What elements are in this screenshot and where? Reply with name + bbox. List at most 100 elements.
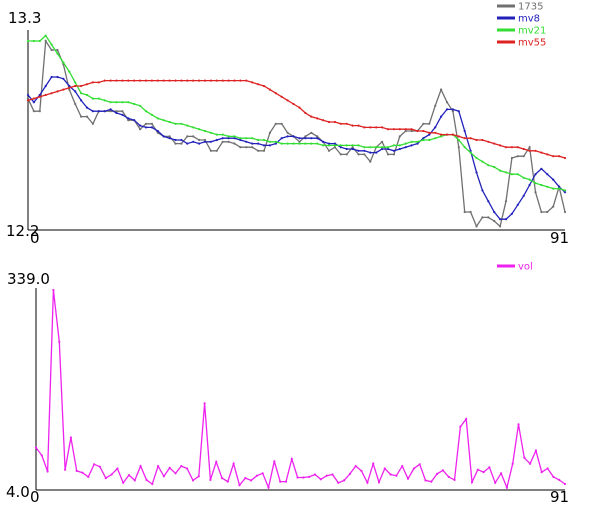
data-point	[366, 481, 369, 484]
data-point	[459, 425, 462, 428]
data-point	[144, 122, 148, 125]
data-point	[133, 79, 136, 82]
data-point	[32, 97, 36, 100]
data-point	[381, 147, 384, 151]
data-point	[546, 173, 549, 176]
data-point	[56, 90, 59, 93]
data-point	[221, 79, 224, 82]
data-point	[32, 110, 36, 113]
data-point	[115, 101, 118, 104]
data-point	[85, 93, 89, 97]
data-point	[357, 144, 360, 147]
data-point	[93, 463, 96, 466]
data-point	[504, 146, 508, 149]
data-point	[81, 471, 84, 474]
data-point	[62, 61, 65, 64]
data-point	[322, 119, 325, 122]
data-point	[540, 471, 543, 474]
data-point	[192, 140, 195, 143]
data-point	[58, 340, 61, 343]
data-point	[198, 142, 201, 145]
data-point	[198, 79, 201, 82]
data-point	[174, 79, 177, 82]
data-point	[322, 140, 325, 143]
data-point	[150, 122, 153, 125]
data-point	[563, 482, 567, 486]
data-point	[372, 462, 375, 465]
data-point	[262, 149, 266, 152]
data-point	[523, 456, 526, 459]
data-point	[428, 138, 431, 142]
data-point	[481, 138, 484, 142]
data-point	[325, 474, 328, 477]
data-point	[558, 478, 561, 481]
data-point	[127, 474, 131, 477]
data-point	[80, 92, 83, 95]
data-point	[546, 210, 549, 214]
data-point	[261, 472, 264, 475]
data-point	[386, 147, 390, 151]
data-point	[97, 110, 100, 113]
data-point	[280, 142, 283, 145]
data-point	[322, 144, 325, 147]
data-point	[412, 467, 415, 470]
data-point	[510, 173, 513, 176]
data-point	[26, 97, 30, 100]
data-point	[363, 126, 366, 129]
data-point	[445, 108, 449, 111]
data-point	[168, 466, 171, 469]
data-point	[97, 81, 100, 84]
data-point	[85, 83, 89, 86]
data-point	[80, 115, 83, 118]
x-tick-label: 0	[30, 488, 40, 506]
data-point	[404, 146, 407, 149]
data-point	[381, 126, 384, 129]
data-point	[339, 122, 342, 125]
data-point	[546, 467, 549, 470]
data-point	[127, 117, 130, 120]
data-point	[233, 142, 236, 145]
data-point	[251, 146, 254, 149]
data-point	[273, 460, 276, 463]
y-tick-label: 339.0	[7, 270, 50, 288]
data-point	[91, 122, 94, 125]
data-point	[203, 140, 207, 143]
data-point	[262, 84, 266, 88]
data-point	[422, 129, 425, 133]
data-point	[392, 149, 395, 152]
data-point	[239, 79, 242, 82]
data-point	[516, 146, 519, 149]
legend-label: mv8	[518, 14, 540, 25]
y-tick-label: 13.3	[8, 9, 41, 27]
data-point	[144, 126, 148, 129]
data-point	[434, 131, 437, 134]
data-point	[186, 467, 189, 470]
data-point	[150, 126, 153, 129]
data-point	[198, 138, 201, 142]
data-point	[98, 465, 101, 468]
data-point	[221, 137, 224, 140]
data-point	[369, 160, 372, 163]
data-point	[499, 225, 502, 228]
data-point	[139, 124, 142, 127]
data-point	[62, 77, 65, 80]
data-point	[144, 79, 148, 82]
data-point	[327, 142, 331, 145]
data-point	[363, 153, 366, 156]
data-point	[274, 92, 277, 95]
data-point	[493, 142, 496, 145]
data-point	[180, 142, 183, 145]
data-point	[410, 140, 413, 143]
data-point	[56, 48, 59, 52]
data-point	[245, 137, 248, 140]
data-point	[351, 147, 354, 151]
data-point	[494, 481, 497, 484]
data-point	[127, 119, 130, 122]
data-point	[133, 102, 136, 106]
data-point	[339, 146, 342, 149]
data-point	[416, 129, 419, 133]
data-point	[563, 210, 567, 214]
data-point	[463, 210, 466, 214]
series-line-mv8	[27, 76, 566, 220]
data-point	[110, 473, 113, 476]
